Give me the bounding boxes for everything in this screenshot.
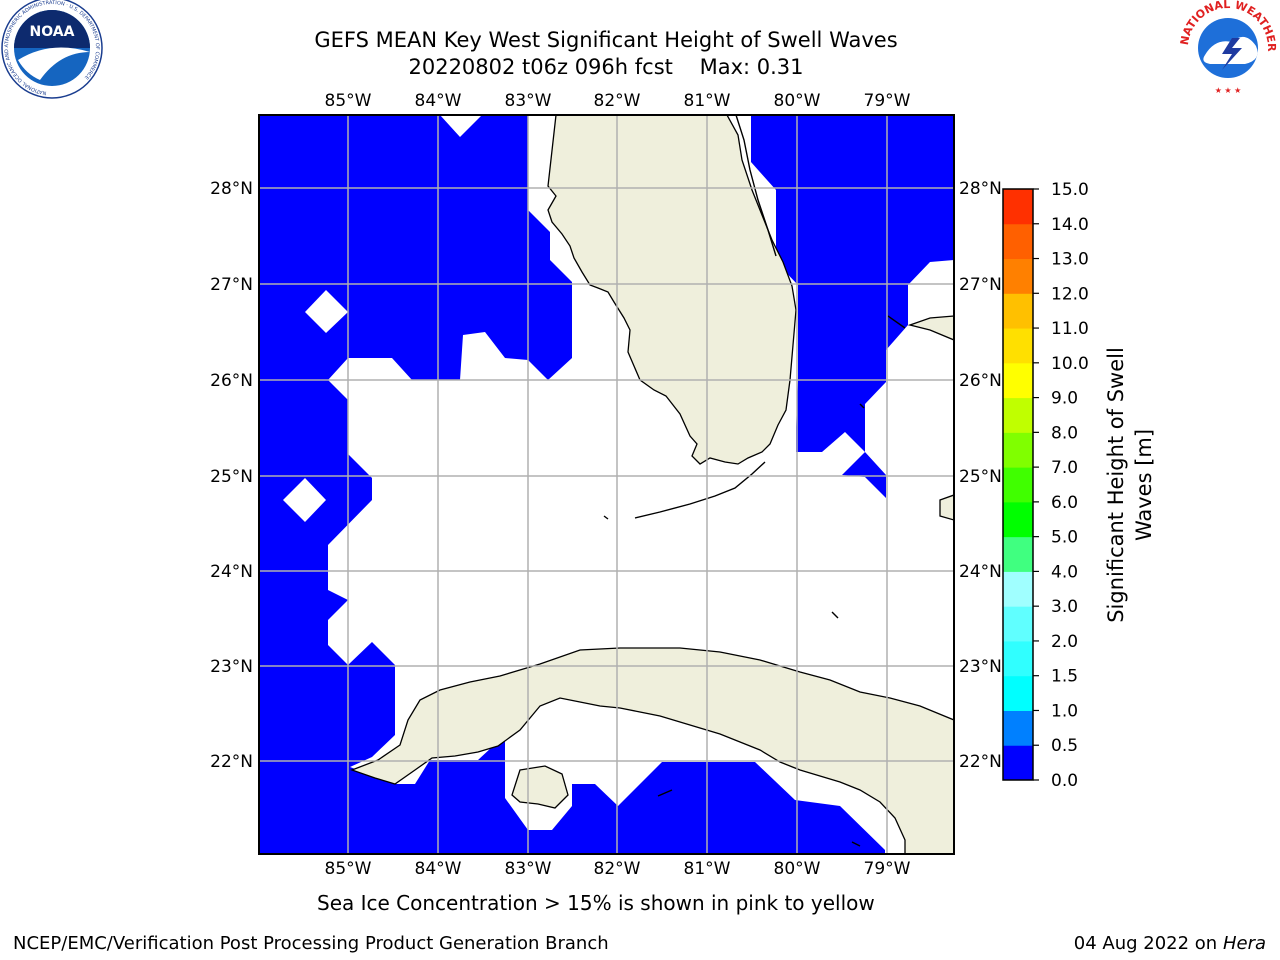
- colorbar-segment: [1003, 362, 1033, 399]
- colorbar-tick-label: 7.0: [1051, 458, 1078, 478]
- lat-label-right: 26°N: [959, 371, 1002, 391]
- lat-label-right: 23°N: [959, 657, 1002, 677]
- chart-title-line1: GEFS MEAN Key West Significant Height of…: [314, 28, 898, 52]
- date-text: 04 Aug 2022 on: [1073, 933, 1218, 954]
- lon-label-bottom: 82°W: [594, 859, 641, 879]
- colorbar-segment: [1003, 397, 1033, 433]
- lat-label-right: 28°N: [959, 179, 1002, 199]
- lon-labels-top: 85°W 84°W 83°W 82°W 81°W 80°W 79°W: [325, 91, 911, 111]
- colorbar-label-line1: Significant Height of Swell: [1104, 347, 1128, 623]
- lat-label-left: 28°N: [210, 179, 253, 199]
- lat-labels-right: 28°N 27°N 26°N 25°N 24°N 23°N 22°N: [959, 179, 1002, 772]
- lat-label-right: 24°N: [959, 562, 1002, 582]
- lat-label-right: 27°N: [959, 275, 1002, 295]
- lat-label-left: 26°N: [210, 371, 253, 391]
- lat-label-left: 24°N: [210, 562, 253, 582]
- colorbar-segment: [1003, 675, 1033, 711]
- lon-label-top: 81°W: [684, 91, 731, 111]
- graticule: [259, 115, 954, 854]
- colorbar-segment: [1003, 536, 1033, 572]
- colorbar-label-line2: Waves [m]: [1132, 429, 1156, 541]
- colorbar-segment: [1003, 223, 1033, 260]
- lat-label-left: 27°N: [210, 275, 253, 295]
- colorbar-segment: [1003, 710, 1033, 746]
- lat-labels-left: 28°N 27°N 26°N 25°N 24°N 23°N 22°N: [210, 179, 253, 772]
- colorbar-segment: [1003, 189, 1033, 225]
- colorbar-tick-label: 5.0: [1051, 528, 1078, 548]
- islands: [603, 115, 906, 847]
- map-panel: [258, 114, 955, 855]
- colorbar-tick-label: 4.0: [1051, 562, 1078, 582]
- lon-label-bottom: 79°W: [864, 859, 911, 879]
- lon-label-bottom: 81°W: [684, 859, 731, 879]
- lat-label-left: 23°N: [210, 657, 253, 677]
- nws-logo: NATIONAL WEATHER SERVICE ★ ★ ★: [0, 0, 1278, 96]
- colorbar-tick-label: 1.0: [1051, 701, 1078, 721]
- lat-label-right: 22°N: [959, 752, 1002, 772]
- colorbar-segment: [1003, 640, 1033, 677]
- colorbar-tick-label: 8.0: [1051, 423, 1078, 443]
- colorbar-tick-label: 2.0: [1051, 632, 1078, 652]
- colorbar-segment: [1003, 328, 1033, 364]
- colorbar-segment: [1003, 293, 1033, 329]
- colorbar-segment: [1003, 606, 1033, 642]
- lon-labels-bottom: 85°W 84°W 83°W 82°W 81°W 80°W 79°W: [325, 859, 911, 879]
- colorbar-tick-label: 3.0: [1051, 597, 1078, 617]
- colorbar-tick-label: 0.0: [1051, 771, 1078, 791]
- lon-label-bottom: 80°W: [774, 859, 821, 879]
- colorbar: [1002, 188, 1034, 781]
- lon-label-top: 79°W: [864, 91, 911, 111]
- colorbar-tick-label: 14.0: [1051, 215, 1089, 235]
- svg-text:NOAA: NOAA: [30, 24, 75, 40]
- svg-text:NATIONAL WEATHER SERVICE: NATIONAL WEATHER SERVICE: [0, 0, 1278, 52]
- noaa-logo: NOAA NATIONAL OCEANIC AND ATMOSPHERIC AD…: [1, 0, 103, 99]
- chart-title-line2: 20220802 t06z 096h fcst Max: 0.31: [408, 55, 804, 79]
- colorbar-tick-label: 0.5: [1051, 736, 1078, 756]
- colorbar-frame: [1002, 188, 1034, 781]
- lon-label-bottom: 83°W: [505, 859, 552, 879]
- colorbar-segment: [1003, 432, 1033, 468]
- colorbar-tick-label: 13.0: [1051, 250, 1089, 270]
- lon-label-top: 83°W: [505, 91, 552, 111]
- colorbar-segment: [1003, 258, 1033, 294]
- colorbar-tick-label: 15.0: [1051, 180, 1089, 200]
- colorbar-ticks: 15.0 14.0 13.0 12.0 11.0 10.0 9.0 8.0 7.0 6.0 5.0 4…: [1033, 180, 1089, 791]
- colorbar-segment: [1003, 467, 1033, 503]
- missing-data-holes: [283, 290, 348, 522]
- lon-label-bottom: 84°W: [415, 859, 462, 879]
- colorbar-tick-label: 6.0: [1051, 493, 1078, 513]
- colorbar-tick-label: 1.5: [1051, 667, 1078, 687]
- colorbar-segment: [1003, 501, 1033, 538]
- colorbar-tick-label: 9.0: [1051, 389, 1078, 409]
- lon-label-bottom: 85°W: [325, 859, 372, 879]
- lat-label-left: 22°N: [210, 752, 253, 772]
- lon-label-top: 80°W: [774, 91, 821, 111]
- host-name: Hera: [1222, 933, 1266, 954]
- colorbar-segment: [1003, 571, 1033, 607]
- land: [350, 115, 954, 854]
- colorbar-tick-label: 12.0: [1051, 284, 1089, 304]
- map-border: [258, 114, 955, 855]
- lon-label-top: 85°W: [325, 91, 372, 111]
- credit-line: NCEP/EMC/Verification Post Processing Pr…: [13, 933, 609, 954]
- lon-label-top: 84°W: [415, 91, 462, 111]
- lat-label-right: 25°N: [959, 467, 1002, 487]
- lat-label-left: 25°N: [210, 467, 253, 487]
- svg-text:★ ★ ★: ★ ★ ★: [1215, 86, 1242, 95]
- colorbar-label: Significant Height of Swell Waves [m]: [1104, 347, 1156, 623]
- lon-label-top: 82°W: [594, 91, 641, 111]
- date-stamp: 04 Aug 2022 on Hera: [1074, 933, 1266, 954]
- colorbar-tick-label: 10.0: [1051, 354, 1089, 374]
- colorbar-segment: [1003, 745, 1033, 781]
- colorbar-tick-label: 11.0: [1051, 319, 1089, 339]
